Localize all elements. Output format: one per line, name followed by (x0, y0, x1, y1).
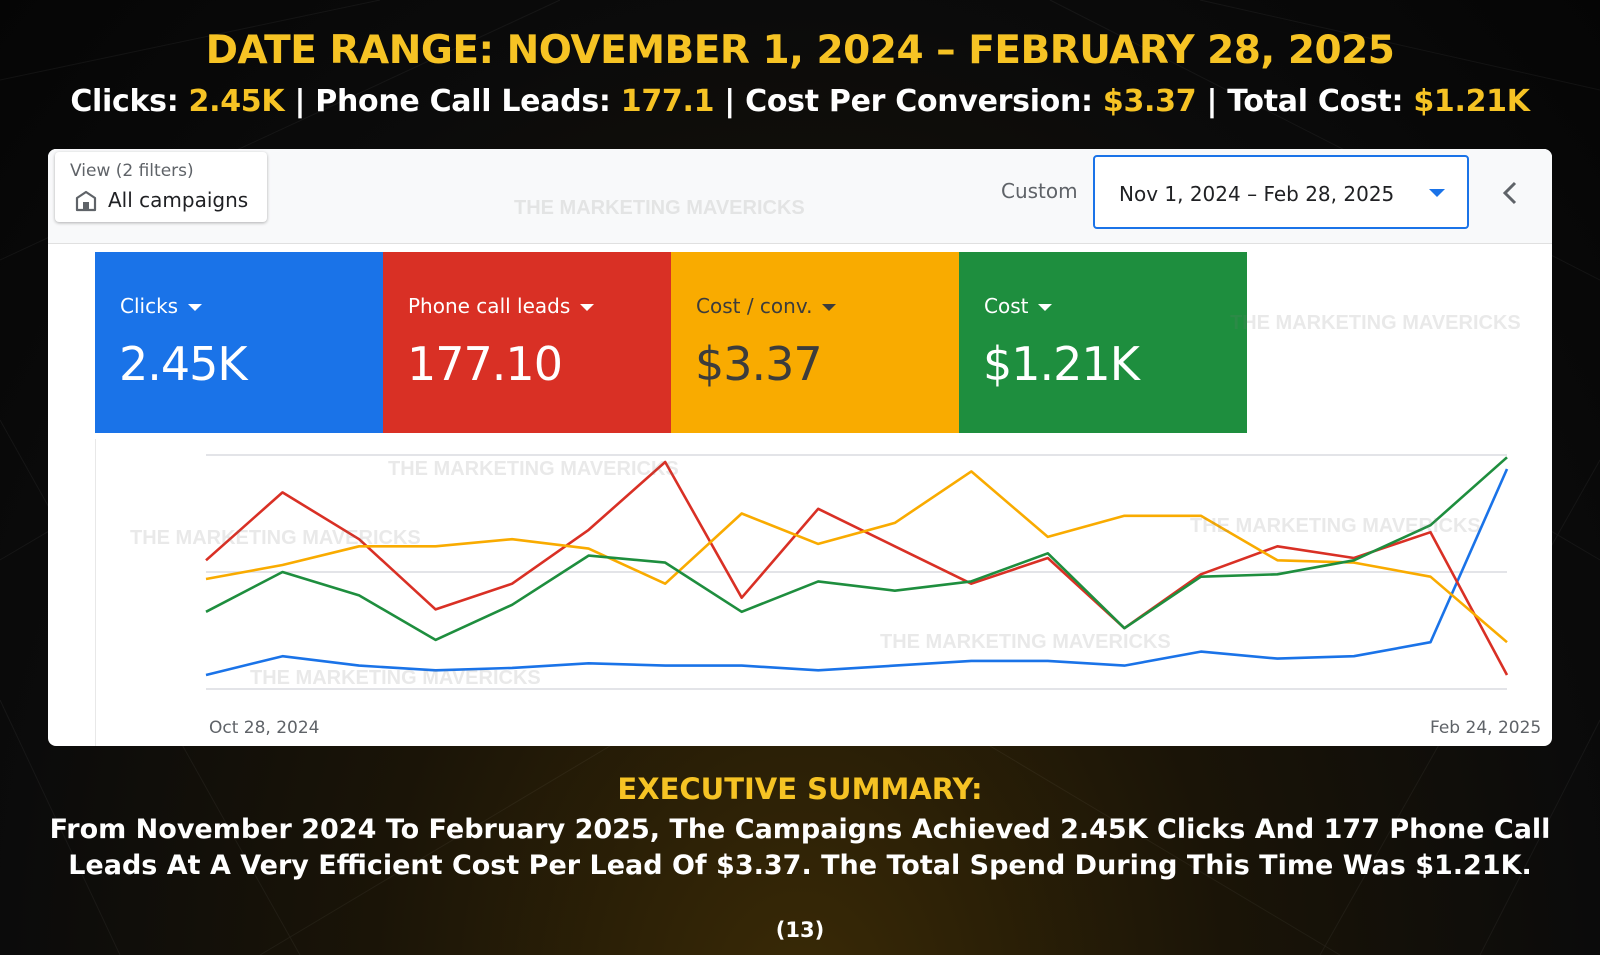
caret-down-icon[interactable] (1038, 304, 1053, 311)
view-campaigns-value: All campaigns (108, 188, 249, 212)
tile-cost-value: $1.21K (983, 337, 1140, 391)
dashboard-toolbar: View (2 filters) All campaigns Custom No… (48, 149, 1552, 244)
date-range-value: Nov 1, 2024 – Feb 28, 2025 (1119, 182, 1395, 206)
tile-cost-label: Cost (984, 294, 1029, 318)
date-range-headline: DATE RANGE: NOVEMBER 1, 2024 – FEBRUARY … (205, 28, 1395, 73)
caret-down-icon (1429, 189, 1445, 197)
tile-cpc-value: $3.37 (695, 337, 823, 391)
executive-summary-title: EXECUTIVE SUMMARY: (617, 772, 983, 806)
x-axis-end-label: Feb 24, 2025 (1430, 718, 1542, 738)
kpi-leads-value: 177.1 (620, 84, 715, 119)
date-preset-label: Custom (1001, 179, 1078, 203)
kpi-leads-label: Phone Call Leads: (315, 84, 621, 119)
dashboard-panel: View (2 filters) All campaigns Custom No… (48, 149, 1552, 746)
tile-cost[interactable]: Cost $1.21K (959, 252, 1247, 433)
kpi-summary-line: Clicks: 2.45K | Phone Call Leads: 177.1 … (0, 84, 1600, 119)
watermark: THE MARKETING MAVERICKS (1230, 312, 1521, 334)
x-axis-start-label: Oct 28, 2024 (209, 718, 320, 738)
tile-clicks[interactable]: Clicks 2.45K (95, 252, 383, 433)
kpi-separator: | (714, 84, 746, 119)
view-selector[interactable]: View (2 filters) All campaigns (55, 152, 267, 222)
executive-summary-text: From November 2024 To February 2025, The… (49, 814, 1551, 881)
tile-clicks-label-wrap: Clicks (120, 294, 203, 318)
store-icon (75, 190, 97, 212)
caret-down-icon[interactable] (188, 304, 203, 311)
series-line-clicks[interactable] (205, 468, 1509, 677)
performance-line-chart (205, 454, 1509, 690)
tile-cpc-label: Cost / conv. (696, 294, 813, 318)
view-filters-label: View (2 filters) (70, 161, 194, 181)
tile-leads-label: Phone call leads (408, 294, 571, 318)
kpi-clicks-value: 2.45K (188, 84, 285, 119)
series-line-cost-conv-[interactable] (205, 470, 1508, 644)
kpi-separator: | (284, 84, 316, 119)
tile-cpc-label-wrap: Cost / conv. (696, 294, 837, 318)
kpi-cpc-label: Cost Per Conversion: (745, 84, 1103, 119)
tile-cost-per-conv[interactable]: Cost / conv. $3.37 (671, 252, 959, 433)
kpi-cost-value: $1.21K (1413, 84, 1530, 119)
tile-cost-label-wrap: Cost (984, 294, 1053, 318)
chevron-left-icon[interactable] (1491, 173, 1531, 213)
tile-leads-label-wrap: Phone call leads (408, 294, 595, 318)
tile-phone-call-leads[interactable]: Phone call leads 177.10 (383, 252, 671, 433)
caret-down-icon[interactable] (580, 304, 595, 311)
tile-leads-value: 177.10 (407, 337, 563, 391)
kpi-cpc-value: $3.37 (1102, 84, 1197, 119)
caret-down-icon[interactable] (822, 304, 837, 311)
date-range-picker[interactable]: Nov 1, 2024 – Feb 28, 2025 (1093, 155, 1469, 229)
tile-clicks-value: 2.45K (119, 337, 248, 391)
chart-left-border (95, 439, 96, 746)
tile-clicks-label: Clicks (120, 294, 179, 318)
page-number: (13) (775, 918, 825, 942)
kpi-clicks-label: Clicks: (70, 84, 189, 119)
series-line-phone-call-leads[interactable] (205, 460, 1509, 676)
series-line-cost[interactable] (205, 456, 1508, 642)
kpi-cost-label: Total Cost: (1227, 84, 1414, 119)
kpi-separator: | (1196, 84, 1228, 119)
